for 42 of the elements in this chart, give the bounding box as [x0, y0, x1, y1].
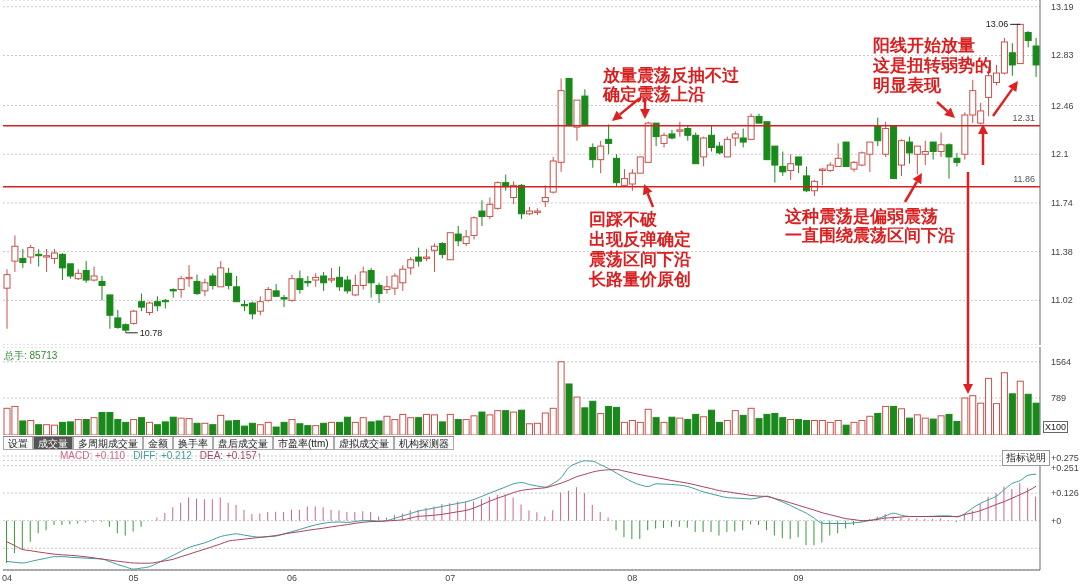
y-tick-label: +0	[1051, 515, 1062, 526]
x-tick-label: 04	[1, 573, 12, 583]
text: 多周期成交量	[73, 437, 143, 450]
text: 虚拟成交量	[333, 437, 394, 450]
annotation: MACD: +0.110	[60, 450, 126, 461]
annotation: 10.78	[139, 327, 163, 338]
annotation: 阳线开始放量这是扭转弱势的明显表现	[873, 36, 992, 96]
x-tick-label: 06	[286, 573, 297, 583]
text: 换手率	[173, 437, 213, 450]
y-tick-label: +0.251	[1051, 463, 1079, 474]
text: 金额	[143, 437, 173, 450]
annotation: DEA: +0.157↑	[199, 450, 262, 461]
y-tick-label: 11.74	[1051, 197, 1073, 208]
x-tick-label: 05	[128, 573, 139, 583]
x-tick-label: 07	[445, 573, 456, 583]
text: X100	[1043, 421, 1069, 433]
y-tick-label: 12.1	[1051, 149, 1069, 160]
ref-line-label: 11.86	[1013, 173, 1035, 184]
x-tick-label: 08	[627, 573, 638, 583]
text: 成交量	[33, 437, 73, 450]
x-tick-label: 09	[793, 573, 804, 583]
y-tick-label: 13.19	[1051, 1, 1074, 12]
text: 设置	[3, 437, 33, 450]
annotation: 放量震荡反抽不过确定震荡上沿	[603, 66, 739, 104]
annotation: 这种震荡是偏弱震荡一直围绕震荡区间下沿	[785, 207, 955, 245]
annotation: 总手: 85713	[4, 349, 58, 363]
y-tick-label: 11.02	[1051, 295, 1073, 306]
text: 机构探测器	[393, 437, 454, 450]
text: 市盈率(ttm)	[273, 437, 334, 450]
annotation: DIFF: +0.212	[133, 450, 192, 461]
annotation: 回踩不破出现反弹确定震荡区间下沿长路量价原创	[589, 210, 691, 290]
annotation: 指标说明	[1002, 450, 1050, 466]
ref-line-label: 12.31	[1012, 112, 1035, 123]
y-tick-label: 1564	[1051, 356, 1072, 367]
annotation: 13.06	[985, 19, 1009, 30]
y-tick-label: 12.83	[1051, 50, 1074, 61]
text: 盘后成交量	[213, 437, 273, 450]
y-tick-label: 11.38	[1051, 246, 1073, 257]
y-tick-label: 789	[1051, 393, 1067, 404]
y-tick-label: +0.275	[1051, 452, 1079, 463]
y-tick-label: 12.46	[1051, 100, 1074, 111]
y-tick-label: +0.126	[1051, 488, 1079, 499]
